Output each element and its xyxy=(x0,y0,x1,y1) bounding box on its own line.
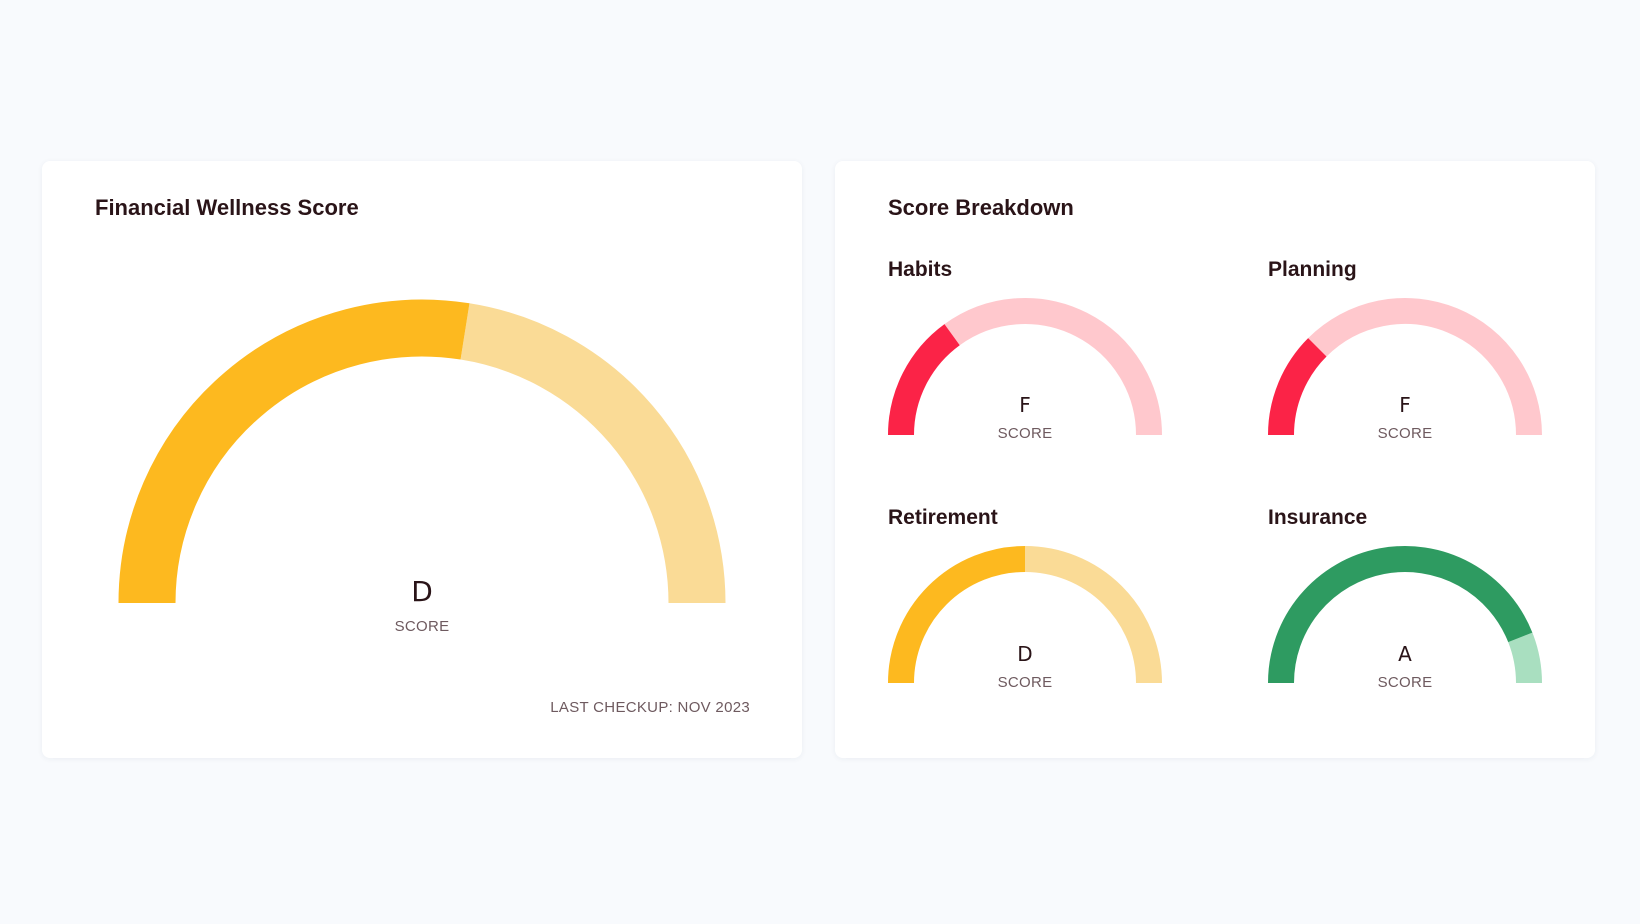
breakdown-item-grade: F xyxy=(1399,393,1411,417)
habits-gauge-track xyxy=(944,298,1162,435)
retirement-gauge-fill xyxy=(888,546,1026,683)
score-breakdown-card: Score Breakdown Habits F SCORE Planning … xyxy=(835,161,1595,758)
breakdown-item-score-label: SCORE xyxy=(997,674,1053,691)
card-title: Financial Wellness Score xyxy=(95,195,359,220)
breakdown-item-name: Retirement xyxy=(888,506,998,529)
last-checkup-text: LAST CHECKUP: NOV 2023 xyxy=(550,699,750,716)
overall-gauge-track xyxy=(460,303,726,604)
breakdown-item-score-label: SCORE xyxy=(997,425,1053,442)
retirement-gauge-track xyxy=(1024,546,1162,683)
planning-gauge xyxy=(1268,298,1542,435)
insurance-gauge xyxy=(1268,546,1542,683)
insurance-gauge-track xyxy=(1508,632,1542,683)
overall-gauge-fill xyxy=(118,299,470,604)
breakdown-item-score-label: SCORE xyxy=(1377,425,1433,442)
planning-gauge-fill xyxy=(1268,338,1327,435)
insurance-gauge-fill xyxy=(1268,546,1533,683)
overall-score-label: SCORE xyxy=(394,618,450,635)
breakdown-item-grade: A xyxy=(1398,642,1412,666)
breakdown-item-score-label: SCORE xyxy=(1377,674,1433,691)
overall-gauge xyxy=(118,299,726,604)
overall-grade: D xyxy=(411,575,433,608)
card-title: Score Breakdown xyxy=(888,195,1074,220)
financial-wellness-card: Financial Wellness Score D SCORE LAST CH… xyxy=(42,161,802,758)
breakdown-item-grade: D xyxy=(1017,642,1033,666)
habits-gauge-fill xyxy=(888,324,961,435)
breakdown-item-name: Habits xyxy=(888,258,953,281)
breakdown-item-name: Planning xyxy=(1268,258,1357,281)
breakdown-item-name: Insurance xyxy=(1268,506,1368,529)
planning-gauge-track xyxy=(1308,298,1542,435)
habits-gauge xyxy=(888,298,1162,435)
retirement-gauge xyxy=(888,546,1162,683)
breakdown-item-grade: F xyxy=(1019,393,1031,417)
